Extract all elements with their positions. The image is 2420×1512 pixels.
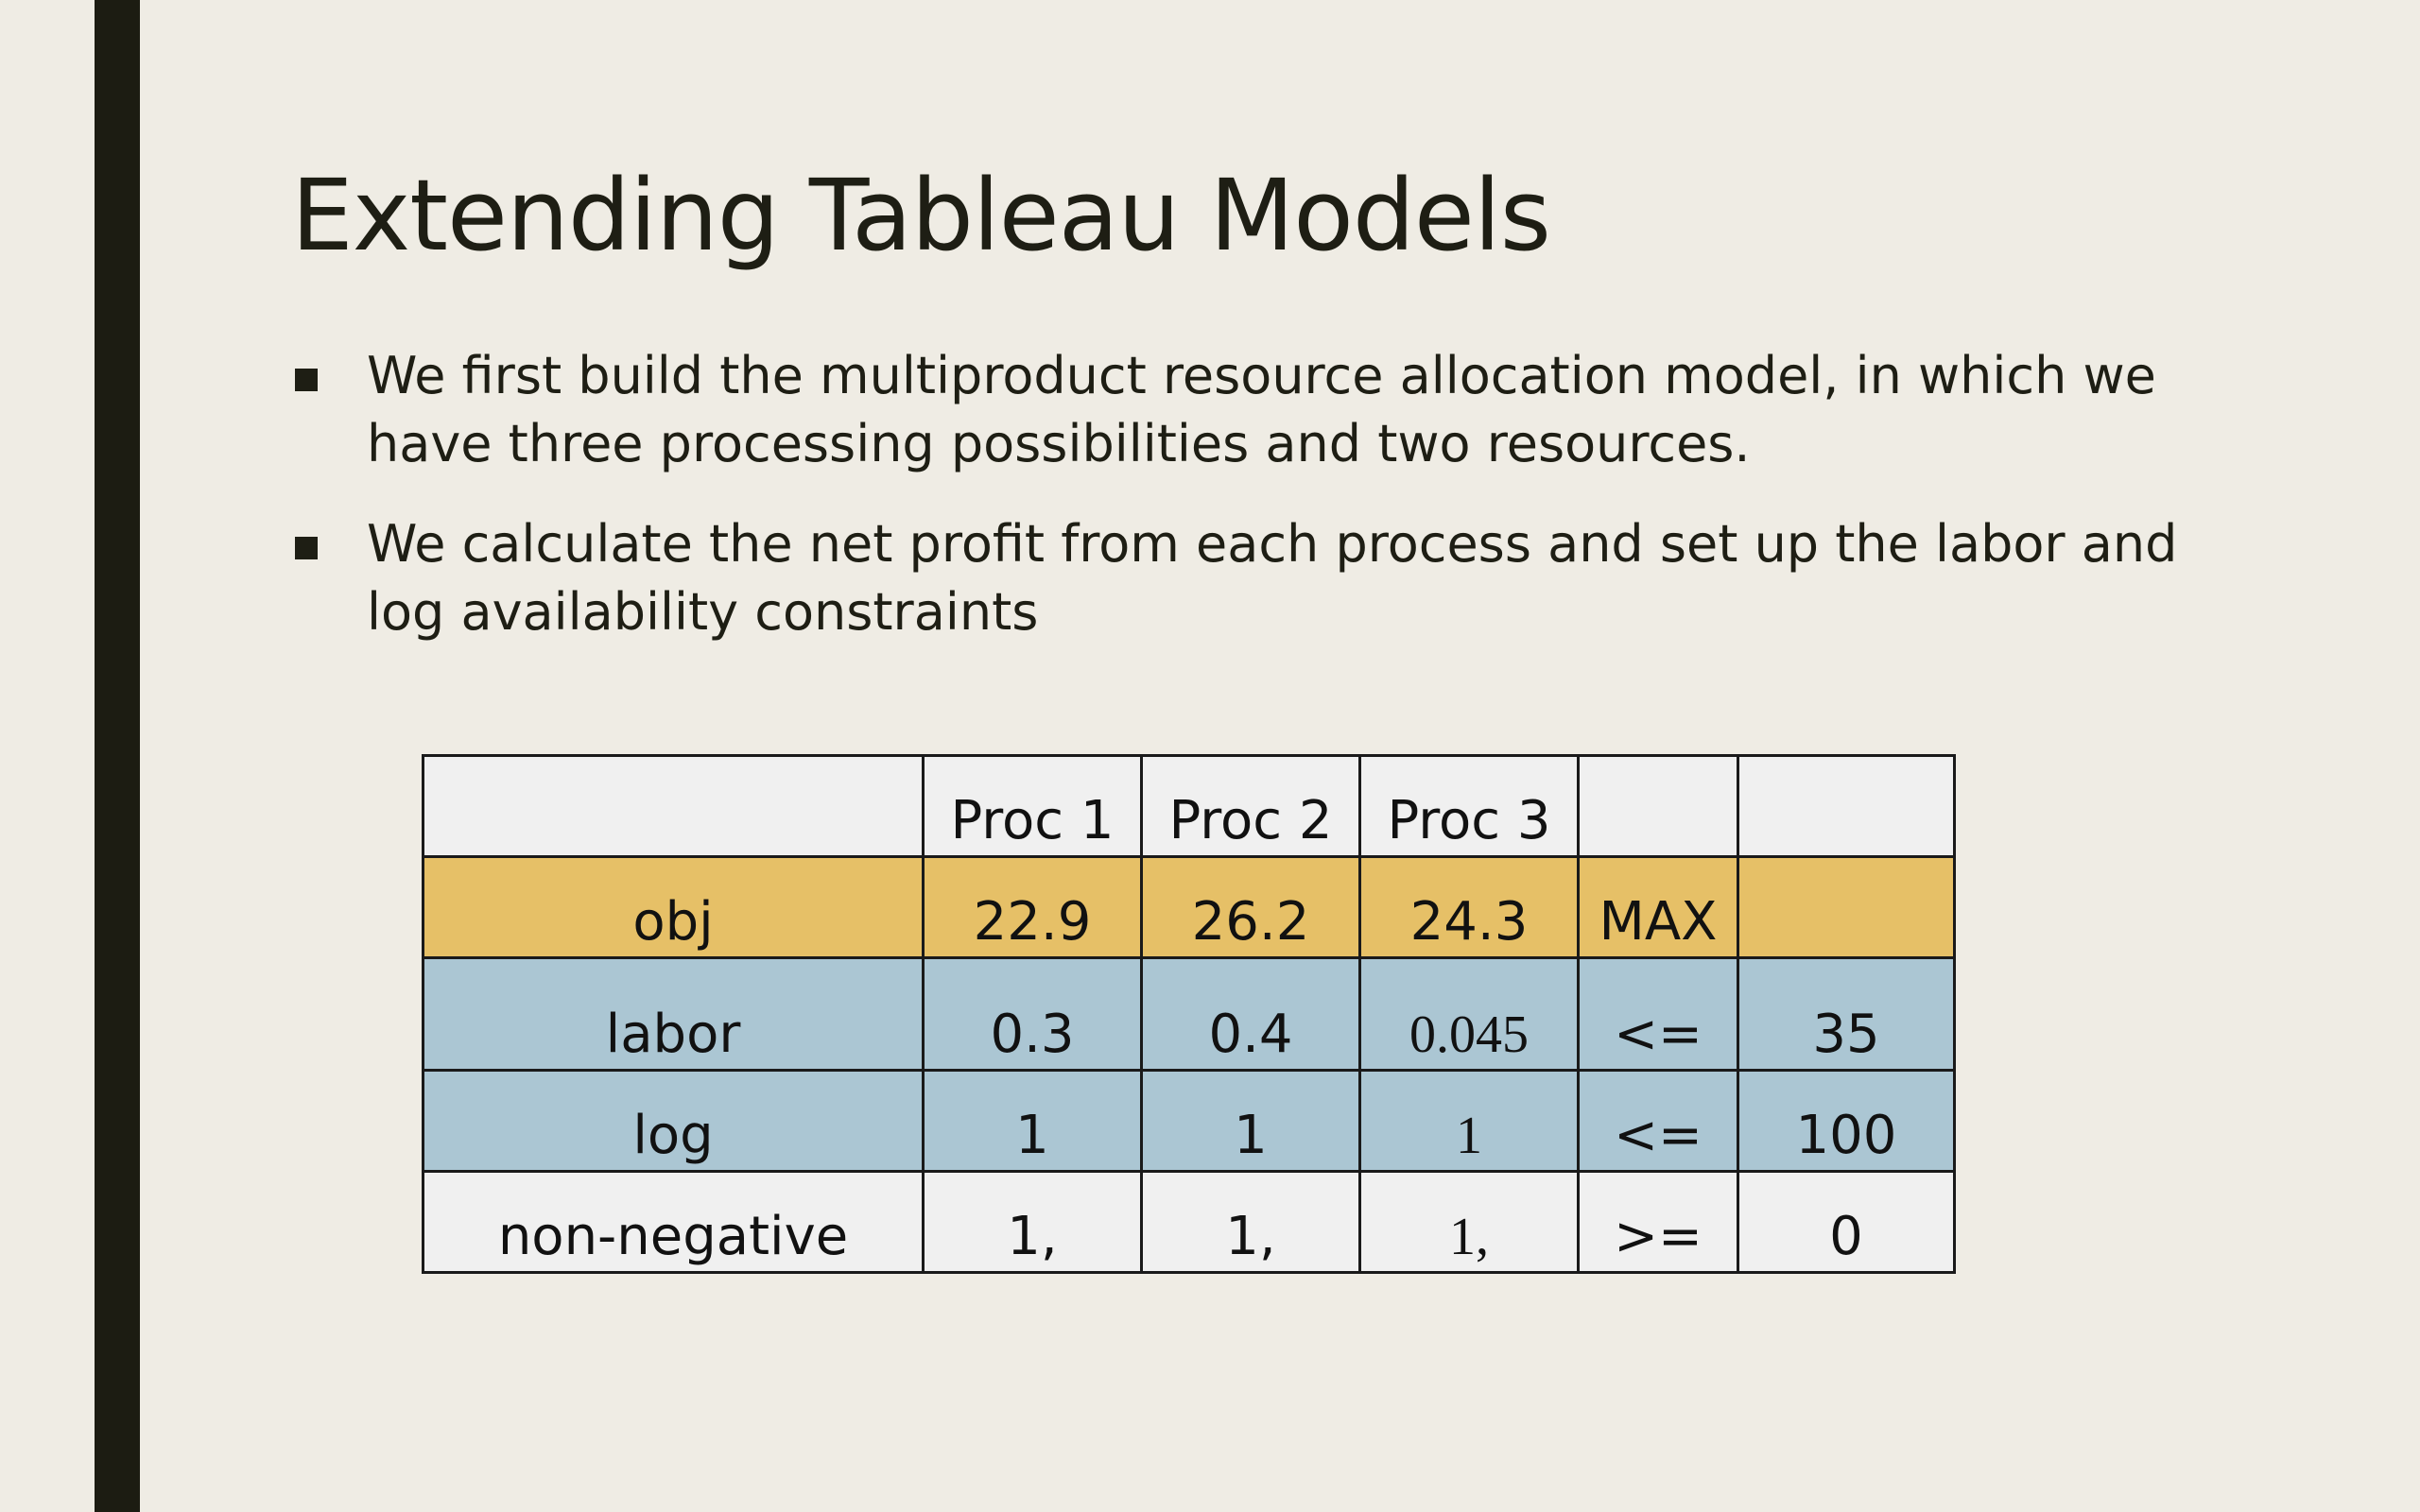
header-cell-empty — [1577, 754, 1739, 858]
model-table-wrapper: Proc 1 Proc 2 Proc 3 obj 22.9 26.2 24.3 … — [422, 754, 1956, 1274]
table-cell: 22.9 — [922, 855, 1143, 959]
table-cell: 0.3 — [922, 956, 1143, 1072]
table-cell: <= — [1577, 1069, 1739, 1173]
bullet-item: We calculate the net profit from each pr… — [291, 510, 2210, 646]
table-cell — [1737, 855, 1956, 959]
table-header-row: Proc 1 Proc 2 Proc 3 — [422, 754, 1956, 858]
bullet-text: We first build the multiproduct resource… — [367, 346, 2156, 473]
accent-bar — [95, 0, 140, 1512]
slide-title: Extending Tableau Models — [291, 158, 1551, 273]
tableau-model-table: Proc 1 Proc 2 Proc 3 obj 22.9 26.2 24.3 … — [422, 754, 1956, 1274]
header-cell-proc-1: Proc 1 — [922, 754, 1143, 858]
table-cell: 1 — [1140, 1069, 1361, 1173]
square-bullet-icon — [295, 537, 318, 559]
table-cell: 1 — [922, 1069, 1143, 1173]
bullet-text: We calculate the net profit from each pr… — [367, 514, 2178, 642]
table-cell: 24.3 — [1358, 855, 1580, 959]
square-bullet-icon — [295, 369, 318, 391]
header-cell-empty — [1737, 754, 1956, 858]
table-cell: 1 — [1358, 1069, 1580, 1173]
table-cell: 1, — [922, 1170, 1143, 1274]
table-row-labor: labor 0.3 0.4 0.045 <= 35 — [422, 956, 1956, 1072]
header-cell-proc-3: Proc 3 — [1358, 754, 1580, 858]
bullet-list: We first build the multiproduct resource… — [291, 342, 2210, 679]
table-cell: MAX — [1577, 855, 1739, 959]
row-label: log — [422, 1069, 925, 1173]
bullet-item: We first build the multiproduct resource… — [291, 342, 2210, 478]
table-cell: 100 — [1737, 1069, 1956, 1173]
row-label: non-negative — [422, 1170, 925, 1274]
table-cell: 1, — [1140, 1170, 1361, 1274]
table-row-log: log 1 1 1 <= 100 — [422, 1069, 1956, 1173]
row-label: obj — [422, 855, 925, 959]
header-cell-empty — [422, 754, 925, 858]
header-cell-proc-2: Proc 2 — [1140, 754, 1361, 858]
table-row-non-negative: non-negative 1, 1, 1, >= 0 — [422, 1170, 1956, 1274]
table-cell: 0.4 — [1140, 956, 1361, 1072]
table-cell: 0.045 — [1358, 956, 1580, 1072]
table-cell: 1, — [1358, 1170, 1580, 1274]
table-cell: 26.2 — [1140, 855, 1361, 959]
row-label: labor — [422, 956, 925, 1072]
table-cell: 0 — [1737, 1170, 1956, 1274]
table-cell: 35 — [1737, 956, 1956, 1072]
table-cell: >= — [1577, 1170, 1739, 1274]
table-cell: <= — [1577, 956, 1739, 1072]
table-row-obj: obj 22.9 26.2 24.3 MAX — [422, 855, 1956, 959]
